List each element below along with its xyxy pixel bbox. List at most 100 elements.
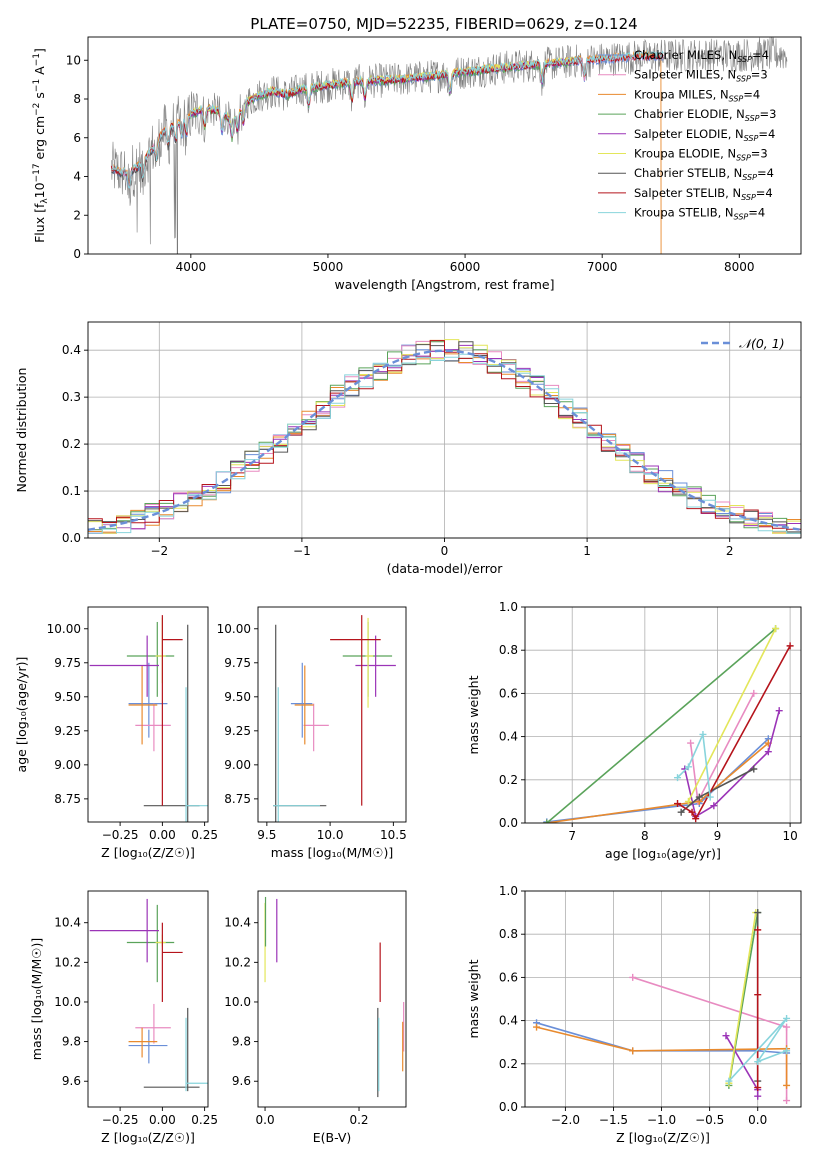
y-tick-label: 8.75 bbox=[54, 792, 81, 806]
series-marker bbox=[783, 1081, 791, 1089]
x-tick-label: 8 bbox=[641, 829, 649, 843]
y-axis-label: Normed distribution bbox=[14, 368, 29, 493]
y-tick-label: 9.25 bbox=[224, 724, 251, 738]
series-kroupa_elodie bbox=[684, 625, 780, 805]
x-axis-label: age [log₁₀(age/yr)] bbox=[605, 846, 721, 861]
y-tick-label: 10.0 bbox=[54, 995, 81, 1009]
series-marker bbox=[706, 793, 714, 801]
x-tick-label: 5000 bbox=[313, 260, 344, 274]
x-tick-label: 0 bbox=[441, 544, 449, 558]
y-tick-label: 8 bbox=[73, 92, 81, 106]
series-chabrier_miles bbox=[543, 735, 772, 823]
series-marker bbox=[687, 739, 695, 747]
series-kroupa_stelib bbox=[725, 1014, 791, 1085]
series-chabrier_stelib bbox=[677, 765, 758, 816]
x-tick-label: 10.5 bbox=[380, 828, 407, 842]
point-chabrier_elodie bbox=[126, 904, 175, 983]
point-kroupa_stelib bbox=[185, 687, 208, 822]
axes-frame bbox=[87, 890, 209, 1108]
series-marker bbox=[783, 1097, 791, 1105]
mass-vs-metallicity-panel: −0.25 0.00 0.25 9.6 9.8 10.0 10.2 10.4 Z [log₁₀(… bbox=[29, 890, 218, 1145]
error-bars bbox=[89, 898, 208, 1092]
x-tick-label: 0.2 bbox=[349, 1113, 368, 1127]
point-kroupa_miles bbox=[128, 1027, 158, 1058]
model-spectrum-kroupa_elodie bbox=[190, 56, 575, 138]
x-tick-label: 8000 bbox=[724, 260, 755, 274]
y-tick-label: 10.00 bbox=[47, 622, 81, 636]
legend-label: Kroupa ELODIE, NSSP=3 bbox=[634, 147, 768, 163]
y-axis-label: mass [log₁₀(M/M☉)] bbox=[29, 938, 44, 1060]
histogram-chabrier_stelib bbox=[88, 341, 801, 533]
histograms bbox=[88, 339, 801, 534]
x-tick-label: 0.25 bbox=[191, 828, 218, 842]
y-tick-label: 0.0 bbox=[499, 816, 518, 830]
series-marker bbox=[754, 1084, 762, 1092]
y-tick-label: 0 bbox=[73, 247, 81, 261]
error-bars bbox=[89, 615, 208, 822]
series-marker bbox=[750, 765, 758, 773]
series-line bbox=[546, 627, 777, 823]
x-tick-label: 7 bbox=[568, 829, 576, 843]
x-tick-label: −1 bbox=[293, 544, 311, 558]
axes-frame bbox=[257, 606, 407, 823]
x-tick-label: 4000 bbox=[176, 260, 207, 274]
y-tick-label: 0.1 bbox=[62, 484, 81, 498]
x-tick-label: 10.0 bbox=[317, 828, 344, 842]
series-line bbox=[546, 738, 769, 823]
point-kroupa_stelib bbox=[273, 687, 320, 822]
error-bars bbox=[273, 615, 396, 822]
series-salpeter_stelib bbox=[754, 926, 762, 1092]
y-tick-label: 1.0 bbox=[499, 600, 518, 614]
series-marker bbox=[629, 1047, 637, 1055]
y-tick-label: 0.4 bbox=[62, 343, 81, 357]
point-kroupa_elodie bbox=[365, 617, 374, 708]
weight-lines bbox=[533, 909, 791, 1105]
y-tick-label: 4 bbox=[73, 170, 81, 184]
point-kroupa_stelib bbox=[185, 1017, 208, 1092]
y-tick-label: 0.6 bbox=[499, 686, 518, 700]
x-axis-label: Z [log₁₀(Z/Z☉)] bbox=[101, 845, 195, 860]
series-marker bbox=[783, 1014, 791, 1022]
x-axis-label: wavelength [Angstrom, rest frame] bbox=[334, 277, 554, 292]
y-tick-label: 0.6 bbox=[499, 970, 518, 984]
legend-label: Chabrier ELODIE, NSSP=3 bbox=[634, 107, 776, 123]
series-marker bbox=[692, 815, 700, 823]
axes-frame bbox=[257, 890, 407, 1108]
y-tick-label: 0.0 bbox=[62, 531, 81, 545]
y-tick-label: 0.4 bbox=[499, 1014, 518, 1028]
series-marker bbox=[775, 707, 783, 715]
y-tick-label: 10.0 bbox=[224, 995, 251, 1009]
legend-label: Chabrier STELIB, NSSP=4 bbox=[634, 166, 774, 182]
x-tick-label: 0.00 bbox=[149, 1113, 176, 1127]
series-marker bbox=[750, 689, 758, 697]
point-salpeter_stelib bbox=[161, 615, 183, 806]
y-tick-label: 9.00 bbox=[54, 758, 81, 772]
series-marker bbox=[699, 730, 707, 738]
y-tick-label: 10.4 bbox=[54, 916, 81, 930]
spectrum-panel: 4000 5000 6000 7000 8000 0 2 4 6 8 10 wavelength [A… bbox=[32, 36, 802, 292]
series-marker bbox=[786, 642, 794, 650]
x-tick-label: −0.25 bbox=[102, 828, 139, 842]
series-marker bbox=[688, 808, 696, 816]
legend-label: Chabrier MILES, NSSP=4 bbox=[634, 48, 769, 64]
series-marker bbox=[783, 1023, 791, 1031]
model-spectrum-chabrier_miles bbox=[110, 54, 664, 189]
spectrum-lines bbox=[110, 37, 788, 254]
series-marker bbox=[754, 926, 762, 934]
x-tick-label: 1 bbox=[583, 544, 591, 558]
series-line bbox=[687, 628, 777, 802]
series-marker bbox=[684, 763, 692, 771]
x-tick-label: 9 bbox=[714, 829, 722, 843]
x-axis-label: Z [log₁₀(Z/Z☉)] bbox=[101, 1130, 195, 1145]
point-chabrier_elodie bbox=[342, 621, 393, 697]
series-line bbox=[536, 1026, 788, 1086]
point-chabrier_miles bbox=[290, 662, 313, 738]
y-tick-label: 1.0 bbox=[499, 884, 518, 898]
y-tick-label: 9.75 bbox=[54, 656, 81, 670]
residual-histogram-panel: −2 −1 0 1 2 0.0 0.1 0.2 0.3 0.4 (data-model)/error… bbox=[14, 321, 802, 576]
legend-label: Salpeter MILES, NSSP=3 bbox=[634, 68, 768, 84]
x-tick-label: 10 bbox=[782, 829, 797, 843]
series-marker bbox=[543, 819, 551, 823]
series-marker bbox=[754, 909, 762, 917]
data-spectrum-line bbox=[111, 37, 788, 245]
